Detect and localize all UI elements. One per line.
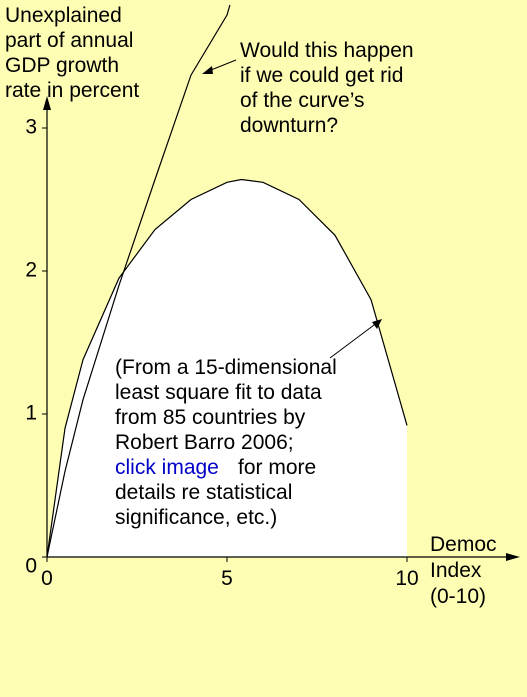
y-tick-label: 1 — [25, 402, 37, 425]
y-axis-label: rate in percent — [5, 79, 139, 102]
annotation: for more — [238, 456, 316, 479]
annotation: of the curve’s — [240, 89, 365, 112]
y-tick-label: 0 — [25, 555, 37, 578]
x-axis-label: Index — [430, 559, 482, 582]
curve — [46, 178, 408, 558]
y-axis-arrow — [43, 96, 51, 110]
link[interactable]: click image — [115, 456, 219, 479]
x-axis-arrow — [506, 553, 520, 561]
annotation: if we could get rid — [240, 64, 403, 87]
annotation: Would this happen — [240, 39, 414, 62]
y-tick-label: 2 — [25, 259, 37, 282]
y-tick-label: 3 — [25, 116, 37, 139]
pointer-head — [202, 66, 213, 74]
annotation: Robert Barro 2006; — [115, 431, 294, 454]
curve — [46, 4, 231, 558]
annotation: significance, etc.) — [115, 506, 277, 529]
y-axis-label: part of annual — [5, 29, 133, 52]
x-tick-label: 5 — [221, 567, 233, 590]
annotation: (From a 15-dimensional — [115, 356, 337, 379]
annotation: least square fit to data — [115, 381, 322, 404]
x-axis-label: (0-10) — [430, 585, 486, 608]
pointer — [329, 321, 379, 359]
pointer-head — [372, 319, 382, 329]
area — [47, 179, 407, 557]
x-tick-label: 0 — [41, 567, 53, 590]
annotation: downturn? — [240, 114, 338, 137]
y-axis-label: GDP growth — [5, 54, 119, 77]
x-axis-label: Democ — [430, 533, 497, 556]
y-axis-label: Unexplained — [5, 4, 122, 27]
annotation: from 85 countries by — [115, 406, 306, 429]
annotation: details re statistical — [115, 481, 292, 504]
x-tick-label: 10 — [395, 567, 418, 590]
